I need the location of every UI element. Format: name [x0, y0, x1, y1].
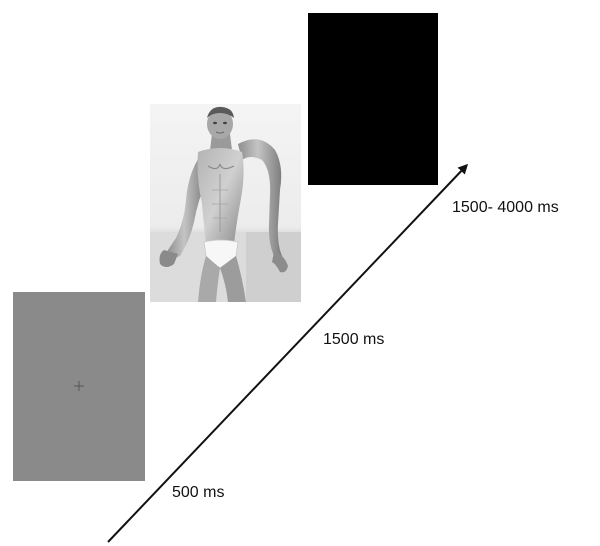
duration-label-stimulus: 1500 ms: [323, 331, 385, 348]
male-model-photo: [150, 104, 301, 302]
arrow-line: [107, 163, 469, 543]
duration-label-blank: 1500- 4000 ms: [452, 199, 559, 216]
fixation-cross-icon: [74, 381, 84, 391]
duration-label-fixation: 500 ms: [172, 484, 225, 501]
blank-screen: [308, 13, 438, 185]
stimulus-photo: [150, 104, 301, 302]
fixation-screen: [13, 292, 145, 481]
